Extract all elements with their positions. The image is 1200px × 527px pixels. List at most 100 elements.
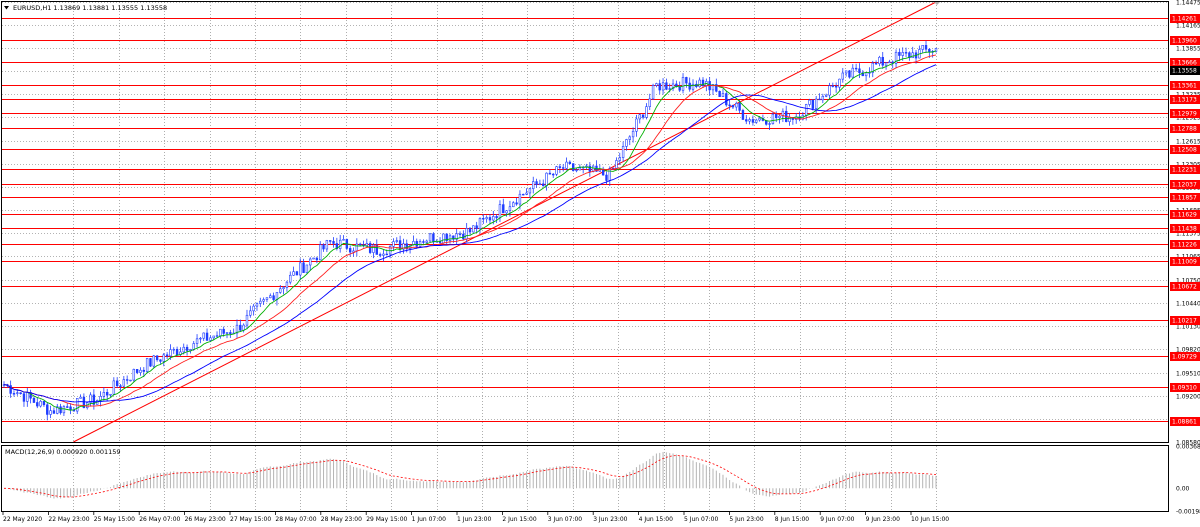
candle-body [36,402,39,407]
symbol-dropdown-icon[interactable] [4,6,9,10]
candle-body [505,210,508,214]
candle-body [455,233,458,240]
candle-body [9,385,12,394]
candle-body [721,93,725,97]
time-tick-label: 28 May 07:00 [275,516,316,523]
level-label-bg [1170,145,1200,154]
candles [2,40,938,421]
price-tick-label: 1.13855 [1176,46,1200,53]
candle-body [328,240,332,242]
candle-body [911,52,914,59]
candle-body [145,358,149,372]
candle-body [588,165,592,172]
time-tick-label: 25 May 15:00 [94,516,135,523]
candle-body [338,239,342,249]
candle-body [175,349,179,355]
candle-body [269,295,272,299]
current-price-bg [1170,66,1200,75]
candle-body [348,248,352,253]
candle-body [671,83,675,89]
candle-body [492,216,495,221]
candle-body [735,103,738,108]
level-label: 1.13361 [1172,83,1197,90]
level-label: 1.10672 [1172,284,1197,291]
candle-body [858,68,861,74]
level-label: 1.12037 [1172,182,1197,189]
candle-body [252,305,255,312]
time-tick-label: 4 Jun 15:00 [639,516,673,523]
candle-body [342,239,345,241]
candle-body [115,380,119,387]
level-label-bg [1170,210,1200,219]
candle-body [229,332,232,335]
candle-body [332,241,335,244]
candle-body [715,84,718,92]
candle-body [185,346,189,351]
candle-body [725,93,728,106]
candle-body [392,241,395,247]
candle-body [212,335,215,339]
candle-body [851,67,854,78]
candle-body [515,202,518,205]
candle-body [532,181,535,189]
level-label: 1.11629 [1172,212,1197,219]
level-label: 1.11438 [1172,226,1197,233]
candle-body [182,346,185,353]
candle-body [668,88,671,90]
candle-body [465,228,468,240]
candle-body [385,253,388,256]
candle-body [618,157,621,161]
moving-averages [3,50,937,411]
level-label: 1.12231 [1172,167,1197,174]
candle-body [322,244,325,250]
candle-body [841,72,845,80]
candle-body [372,244,375,253]
candle-body [645,106,648,118]
level-label-bg [1170,124,1200,133]
time-tick-label: 28 May 23:00 [321,516,362,523]
candle-body [305,264,309,273]
level-label: 1.14261 [1172,16,1197,23]
candle-body [512,202,515,208]
candle-body [169,349,172,357]
candle-body [545,172,548,187]
level-label: 1.12788 [1172,126,1197,133]
candle-body [225,332,229,334]
candle-body [508,206,512,212]
candle-body [834,86,838,88]
candle-body [82,396,86,409]
candle-body [701,79,705,86]
level-label: 1.11226 [1172,242,1197,249]
candle-body [535,181,538,185]
candle-body [552,173,555,176]
candle-body [518,193,522,205]
candle-body [192,343,195,350]
candle-body [821,95,825,101]
time-tick-label: 9 Jun 23:00 [866,516,900,523]
candle-body [711,84,715,91]
candle-body [105,392,109,396]
candle-body [525,192,528,195]
candle-body [272,295,275,300]
time-tick-label: 26 May 23:00 [185,516,226,523]
candle-body [478,218,482,230]
time-tick-label: 1 Jun 07:00 [412,516,446,523]
level-label-bg [1170,58,1200,67]
macd-tick-label: 0.003685 [1176,444,1200,451]
candle-body [904,52,908,54]
time-tick-label: 3 Jun 07:00 [548,516,582,523]
candle-body [199,337,202,340]
candle-body [475,225,478,230]
level-label: 1.08861 [1172,419,1197,426]
candle-body [245,314,249,326]
candle-body [605,174,608,181]
candle-body [775,113,778,119]
candle-body [591,165,595,172]
candle-body [648,98,651,107]
level-label-bg [1170,417,1200,426]
candle-body [292,271,295,276]
candle-body [758,118,761,121]
chart-shift-icon[interactable] [934,2,940,5]
candle-body [482,218,485,220]
candle-body [485,217,488,220]
